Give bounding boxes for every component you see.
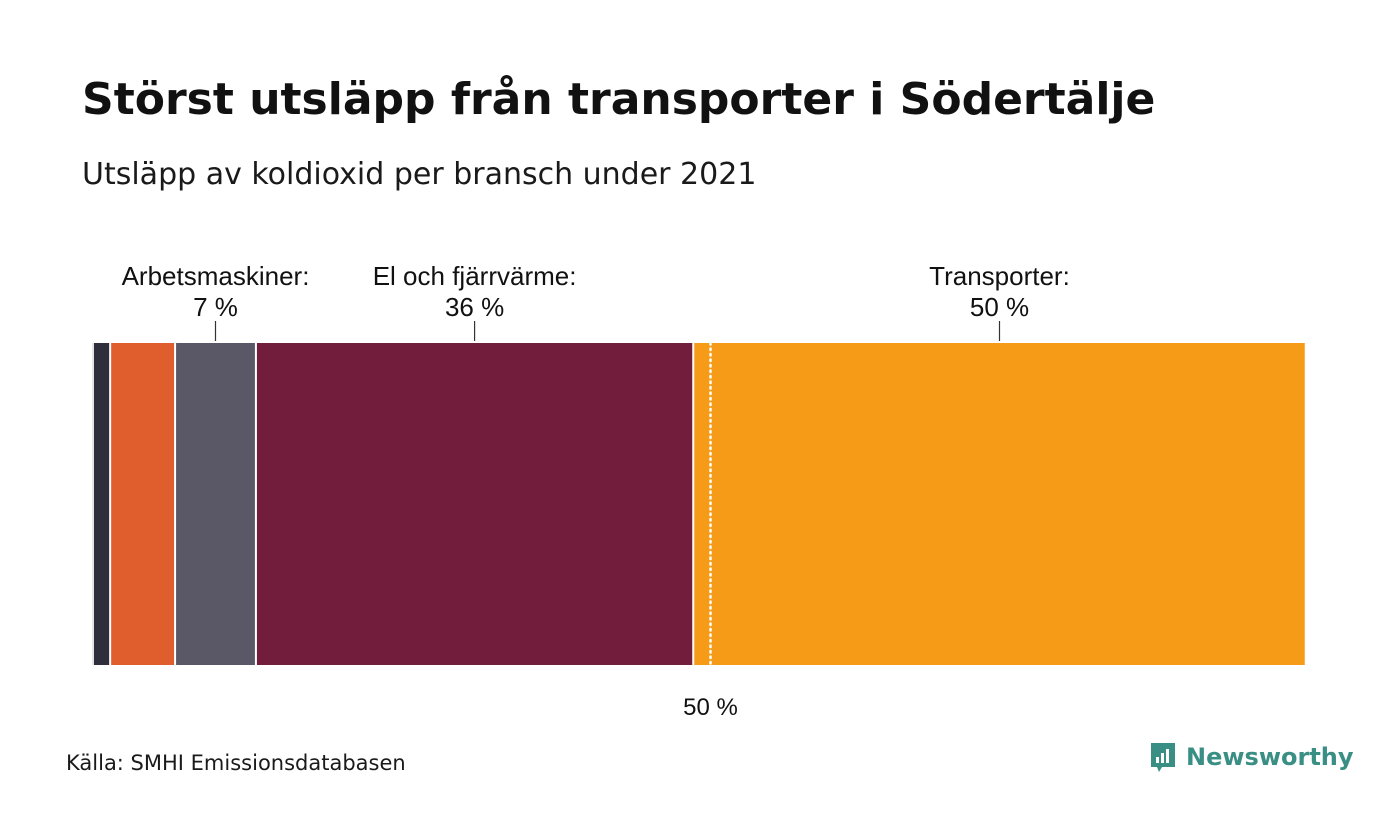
chart-title: Störst utsläpp från transporter i Södert… (82, 74, 1156, 125)
segment-label: Transporter: (929, 261, 1070, 291)
bar-segment-3 (256, 343, 693, 665)
bar-segment-1 (111, 343, 175, 665)
bar-chart-speech-bubble-icon (1151, 743, 1175, 772)
brand-logo: Newsworthy (1148, 740, 1354, 774)
segment-value-label: 7 % (193, 292, 238, 322)
stacked-bar-chart: Arbetsmaskiner:7 % El och fjärrvärme:36 %… (92, 261, 1305, 721)
bar-segment-2 (176, 343, 255, 665)
brand-name: Newsworthy (1186, 743, 1354, 771)
reference-line-label: 50 % (683, 694, 738, 721)
segment-label: Arbetsmaskiner: (122, 261, 310, 291)
bar-segment-4 (694, 343, 1305, 665)
segment-label: El och fjärrvärme: (373, 261, 577, 291)
source-note: Källa: SMHI Emissionsdatabasen (66, 751, 406, 775)
segment-value-label: 36 % (445, 292, 504, 322)
bar-segment-0 (94, 343, 110, 665)
chart-subtitle: Utsläpp av koldioxid per bransch under 2… (82, 157, 757, 192)
segment-value-label: 50 % (970, 292, 1029, 322)
